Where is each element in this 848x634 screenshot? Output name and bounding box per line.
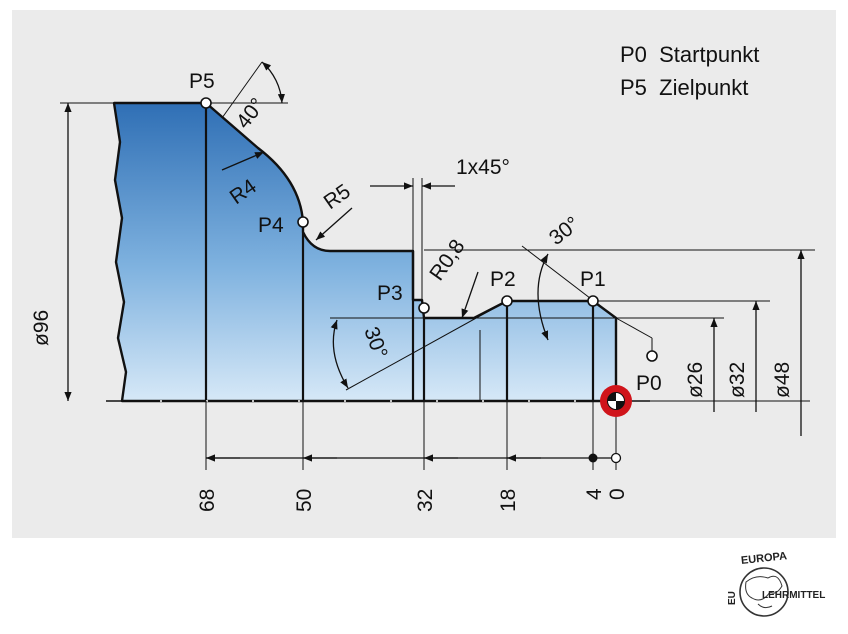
- angle-30-left-arc: [330, 319, 349, 389]
- x-label-50: 50: [293, 489, 316, 512]
- section-lines: [204, 103, 595, 401]
- logo-text-top: EUROPA: [740, 550, 787, 567]
- point-p2-marker: [501, 295, 513, 307]
- legend-line-2: P5 Zielpunkt: [620, 75, 748, 100]
- label-p2: P2: [490, 268, 516, 291]
- workpiece-profile: [112, 101, 618, 403]
- r08-leader: [461, 271, 479, 319]
- label-p5: P5: [189, 70, 215, 93]
- label-d32: ø32: [726, 362, 749, 398]
- angle-40-ref: [221, 61, 263, 119]
- angle-30-top-arc: [537, 253, 549, 341]
- label-p4: P4: [258, 214, 284, 237]
- angle-40-arc: [261, 61, 286, 104]
- r5-leader: [315, 207, 353, 241]
- europa-lehrmittel-logo: EUROPA EU LEHRMITTEL: [727, 550, 825, 617]
- point-p4-marker: [297, 216, 309, 228]
- label-p1: P1: [580, 268, 606, 291]
- label-d26: ø26: [684, 362, 707, 398]
- point-p0-marker: [646, 350, 658, 362]
- x-label-18: 18: [497, 489, 520, 512]
- point-p5-marker: [200, 97, 212, 109]
- label-p3: P3: [377, 282, 403, 305]
- r4-leader: [221, 151, 265, 171]
- logo-text-right: LEHRMITTEL: [762, 590, 825, 601]
- globe-icon: [739, 567, 789, 617]
- label-d48: ø48: [771, 362, 794, 398]
- angle-30-slope-line: [345, 300, 508, 391]
- x-label-4: 4: [583, 488, 606, 500]
- point-p1-marker: [587, 295, 599, 307]
- x-label-68: 68: [196, 489, 219, 512]
- label-p0: P0: [636, 372, 662, 395]
- point-p3-marker: [418, 302, 430, 314]
- legend-line-1: P0 Startpunkt: [620, 42, 759, 67]
- label-d96: ø96: [30, 310, 53, 346]
- label-chamfer: 1x45°: [456, 156, 510, 179]
- x-label-32: 32: [414, 489, 437, 512]
- dim-dot-4: [588, 453, 598, 463]
- x-label-0: 0: [606, 488, 629, 500]
- origin-icon: [600, 385, 632, 417]
- point-markers: [200, 97, 658, 362]
- dim-origin-0: [610, 452, 622, 464]
- angle-30-ref-line: [521, 245, 617, 319]
- logo-text-left: EU: [727, 591, 738, 605]
